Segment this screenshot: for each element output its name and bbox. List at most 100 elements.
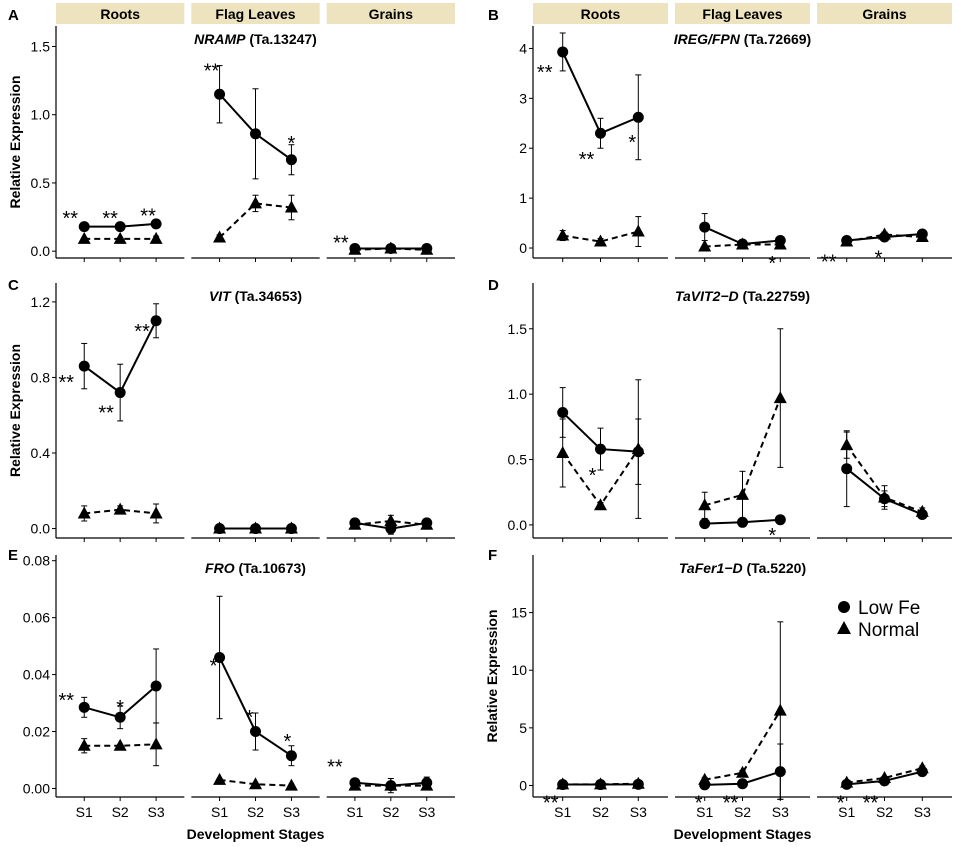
significance-marker: * <box>284 731 292 753</box>
point-normal <box>594 498 607 511</box>
point-normal <box>77 738 91 751</box>
point-normal <box>213 230 227 243</box>
x-tick-label: S1 <box>554 804 571 820</box>
point-normal <box>77 231 91 244</box>
point-low-fe <box>78 360 90 372</box>
point-normal <box>249 521 262 534</box>
significance-marker: ** <box>579 149 595 171</box>
y-tick-label: 1.2 <box>31 294 51 310</box>
point-normal <box>113 231 127 244</box>
significance-marker: ** <box>58 372 74 394</box>
facet-label: Roots <box>100 6 140 22</box>
point-normal <box>284 778 298 791</box>
point-low-fe <box>737 778 748 790</box>
point-normal <box>878 770 891 783</box>
gene-name: VIT <box>209 288 232 304</box>
point-normal <box>420 517 434 530</box>
significance-marker: * <box>288 133 296 155</box>
series-line-triangle <box>704 710 782 781</box>
point-normal <box>249 196 262 209</box>
panel-D: D TaVIT2−D (Ta.22759) 0.0 0.5 1.0 1.5 * * <box>488 277 952 547</box>
x-tick-label: S2 <box>876 804 893 820</box>
panel-A: A Roots Flag Leaves Grains NRAMP (Ta.13247) 0… <box>7 3 455 262</box>
point-low-fe <box>150 218 162 230</box>
point-normal <box>594 777 607 790</box>
gene-title: TaFer1−D (Ta.5220) <box>679 560 806 576</box>
x-tick-label: S2 <box>112 804 129 820</box>
significance-marker: * <box>589 465 597 487</box>
gene-title: IREG/FPN (Ta.72669) <box>674 31 811 47</box>
gene-title: NRAMP (Ta.13247) <box>194 31 317 47</box>
point-normal <box>149 737 163 750</box>
series-line-triangle <box>562 230 639 243</box>
point-normal <box>77 506 91 519</box>
point-normal <box>556 228 570 241</box>
x-tick-label: S3 <box>914 804 931 820</box>
facet-label: Roots <box>581 6 621 22</box>
panel-label: E <box>8 547 18 564</box>
significance-marker: * <box>210 656 218 678</box>
x-tick-label: S1 <box>838 804 855 820</box>
x-tick-label: S1 <box>696 804 713 820</box>
point-normal <box>736 765 749 778</box>
facet-strip <box>326 3 455 24</box>
point-normal <box>384 514 398 526</box>
facet-strip <box>56 3 185 24</box>
significance-marker: ** <box>204 61 220 83</box>
point-normal <box>698 239 712 252</box>
point-low-fe <box>114 711 126 723</box>
panel-C: C VIT (Ta.34653) 0.0 0.4 0.8 1.2 Relative Expr… <box>7 277 455 542</box>
x-tick-label: S2 <box>734 804 751 820</box>
x-tick-label: S1 <box>76 804 93 820</box>
y-tick-label: 0.4 <box>31 445 51 461</box>
y-tick-label: 0.0 <box>31 243 51 259</box>
point-normal <box>149 506 163 519</box>
x-tick-label: S3 <box>283 804 300 820</box>
x-tick-label: S1 <box>346 804 363 820</box>
facet-label: Grains <box>369 6 414 22</box>
y-tick-label: 0.00 <box>23 780 50 796</box>
y-axis-label: Relative Expression <box>7 344 23 477</box>
significance-marker: ** <box>543 793 559 815</box>
x-tick-label: S2 <box>592 804 609 820</box>
panel-F: F TaFer1−D (Ta.5220) 0 5 10 15 Relative Expres… <box>484 547 952 842</box>
point-low-fe <box>114 221 126 233</box>
x-tick-label: S3 <box>772 804 789 820</box>
facet-strip <box>533 3 668 24</box>
legend-low-fe-label: Low Fe <box>858 598 920 619</box>
point-normal <box>149 231 163 244</box>
point-normal <box>420 778 434 791</box>
point-normal <box>698 498 712 511</box>
y-tick-label: 0 <box>519 777 527 793</box>
significance-marker: * <box>246 707 254 729</box>
series-line-triangle <box>704 397 782 507</box>
point-low-fe <box>214 651 226 663</box>
point-normal <box>348 242 362 255</box>
point-normal <box>384 241 398 254</box>
point-low-fe <box>250 128 261 140</box>
gene-title: VIT (Ta.34653) <box>209 288 302 304</box>
legend-circle-marker <box>838 601 850 613</box>
series-line-triangle <box>218 202 292 239</box>
panel-B: B Roots Flag Leaves Grains IREG/FPN (Ta.7266… <box>488 3 952 275</box>
x-axis-label: Development Stages <box>674 826 812 842</box>
point-normal <box>840 438 854 451</box>
point-low-fe <box>285 154 297 166</box>
y-tick-label: 1.0 <box>508 386 528 402</box>
point-low-fe <box>114 387 126 399</box>
y-tick-label: 0.0 <box>508 517 528 533</box>
significance-marker: * <box>768 253 776 275</box>
facet-label: Flag Leaves <box>215 6 295 22</box>
y-axis-label: Relative Expression <box>7 75 23 208</box>
y-tick-label: 0.04 <box>23 667 50 683</box>
y-tick-label: 10 <box>511 662 527 678</box>
legend-triangle-marker <box>837 621 851 634</box>
point-low-fe <box>150 680 162 692</box>
panel-E: E FRO (Ta.10673) 0.00 0.02 0.04 0.06 0.08 S1 S2 S… <box>8 547 455 842</box>
panels: A Roots Flag Leaves Grains NRAMP (Ta.13247) 0… <box>7 3 952 842</box>
series-line-triangle <box>846 767 923 784</box>
series-line-triangle <box>354 519 427 526</box>
point-normal <box>631 442 645 455</box>
significance-marker: ** <box>863 793 879 815</box>
